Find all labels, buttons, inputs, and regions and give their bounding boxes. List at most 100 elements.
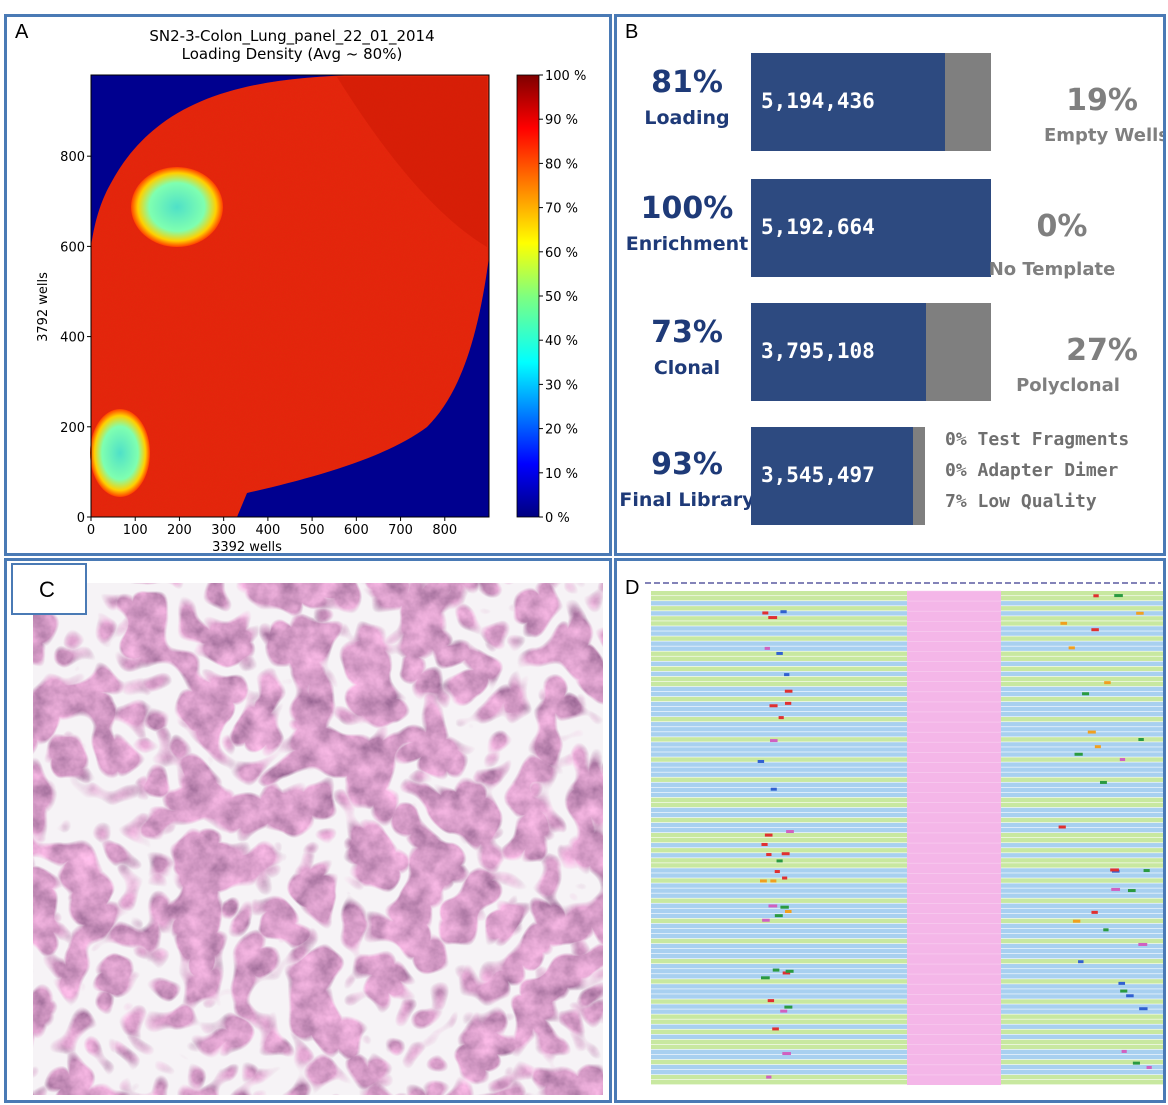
heatmap-title-line2: Loading Density (Avg ~ 80%) bbox=[181, 45, 403, 63]
variant-mark bbox=[776, 651, 783, 655]
panel-a: A SN2-3-Colon_Lung_panel_22_01_2014 Load… bbox=[4, 14, 612, 556]
qc-row: 100% Enrichment 5,192,664 0% No Template bbox=[617, 179, 1163, 280]
variant-mark bbox=[1091, 628, 1099, 632]
variant-mark bbox=[1143, 869, 1150, 873]
qc-label: Clonal bbox=[653, 357, 721, 379]
heatmap-tissue-region bbox=[90, 75, 489, 517]
colorbar-tick-label: 90 % bbox=[545, 113, 578, 128]
panel-label-d: D bbox=[625, 577, 640, 599]
lumen-spaces bbox=[33, 583, 603, 1095]
variant-mark bbox=[762, 611, 769, 615]
panel-label-a: A bbox=[15, 21, 29, 43]
low-density-spot-upper bbox=[131, 167, 223, 247]
panel-d: D bbox=[614, 558, 1166, 1103]
variant-mark bbox=[1127, 889, 1136, 893]
y-axis-label: 3792 wells bbox=[36, 272, 51, 342]
x-tick-label: 100 bbox=[123, 523, 148, 538]
variant-mark bbox=[770, 739, 778, 743]
y-tick-label: 800 bbox=[60, 150, 85, 165]
variant-mark bbox=[785, 701, 792, 705]
variant-mark bbox=[776, 859, 783, 863]
variant-mark bbox=[770, 787, 777, 791]
variant-mark bbox=[764, 646, 770, 650]
colorbar-tick-label: 70 % bbox=[545, 202, 578, 217]
variant-mark bbox=[1058, 825, 1066, 829]
variant-mark bbox=[782, 876, 788, 880]
variant-mark bbox=[781, 852, 790, 856]
variant-mark bbox=[762, 918, 770, 922]
qc-count: 5,194,436 bbox=[761, 89, 875, 113]
colorbar-tick-label: 10 % bbox=[545, 467, 578, 482]
variant-mark bbox=[784, 910, 792, 914]
x-tick-label: 800 bbox=[432, 523, 457, 538]
variant-mark bbox=[786, 830, 794, 834]
y-tick-label: 200 bbox=[60, 421, 85, 436]
variant-mark bbox=[1120, 989, 1128, 993]
variant-mark bbox=[780, 610, 787, 614]
qc-percent: 73% bbox=[651, 315, 723, 350]
qc-row: 73% Clonal 3,795,108 27% Polyclonal bbox=[617, 303, 1163, 401]
qc-note: 0% Adapter Dimer bbox=[945, 460, 1119, 481]
qc-count: 5,192,664 bbox=[761, 215, 875, 239]
variant-mark bbox=[764, 833, 773, 837]
variant-mark bbox=[757, 759, 765, 763]
variant-mark bbox=[774, 870, 780, 874]
variant-mark bbox=[761, 976, 770, 980]
variant-mark bbox=[782, 1052, 791, 1056]
colorbar-tick-label: 40 % bbox=[545, 334, 578, 349]
variant-mark bbox=[1139, 1007, 1148, 1011]
qc-bar-pass bbox=[751, 53, 945, 151]
variant-mark bbox=[782, 971, 791, 975]
variant-mark bbox=[769, 704, 778, 708]
qc-note: 0% Test Fragments bbox=[945, 429, 1130, 450]
variant-mark bbox=[1103, 928, 1109, 932]
variant-mark bbox=[1094, 745, 1101, 749]
variant-mark bbox=[1072, 919, 1081, 923]
qc-row: 93% Final Library 3,545,497 0% Test Fragmen… bbox=[617, 427, 1163, 525]
qc-remainder-percent: 27% bbox=[1066, 333, 1138, 368]
variant-mark bbox=[1060, 621, 1068, 625]
x-tick-label: 200 bbox=[167, 523, 192, 538]
variant-mark bbox=[1138, 942, 1148, 946]
qc-remainder-label: No Template bbox=[988, 259, 1116, 280]
variant-mark bbox=[778, 716, 784, 720]
variant-mark bbox=[767, 999, 775, 1003]
y-tick-label: 400 bbox=[60, 331, 85, 346]
variant-mark bbox=[1104, 681, 1111, 685]
variant-mark bbox=[1068, 646, 1075, 650]
qc-percent: 100% bbox=[640, 191, 734, 226]
qc-label: Final Library bbox=[619, 489, 755, 511]
colorbar-tick-label: 80 % bbox=[545, 157, 578, 172]
qc-remainder-percent: 19% bbox=[1066, 83, 1138, 118]
qc-bar-fail bbox=[913, 427, 925, 525]
low-density-spot-lower bbox=[90, 409, 150, 497]
heatmap-title-line1: SN2-3-Colon_Lung_panel_22_01_2014 bbox=[149, 27, 435, 45]
variant-mark bbox=[760, 879, 767, 883]
variant-mark bbox=[784, 1005, 793, 1009]
variant-mark bbox=[1136, 611, 1144, 615]
qc-label: Loading bbox=[644, 107, 730, 129]
x-tick-label: 500 bbox=[300, 523, 325, 538]
variant-marks bbox=[757, 594, 1152, 1079]
variant-mark bbox=[1087, 730, 1096, 734]
variant-mark bbox=[1074, 752, 1083, 756]
variant-mark bbox=[1119, 758, 1126, 762]
qc-bar-fail bbox=[926, 303, 991, 401]
qc-bar-pass bbox=[751, 427, 913, 525]
variant-mark bbox=[1146, 1065, 1152, 1069]
variant-mark bbox=[1091, 910, 1098, 914]
heatmap-axes: 0 100 200 300 400 500 600 700 800 0 200 400 600 800 bbox=[60, 74, 490, 538]
variant-mark bbox=[1078, 960, 1084, 964]
qc-percent: 93% bbox=[651, 447, 723, 482]
panel-label-b: B bbox=[625, 21, 639, 43]
variant-mark bbox=[1138, 738, 1144, 742]
qc-count: 3,795,108 bbox=[761, 339, 875, 363]
variant-mark bbox=[1114, 594, 1123, 598]
panel-label-box-c: C bbox=[11, 563, 87, 615]
colorbar-tick-label: 0 % bbox=[545, 511, 570, 526]
colorbar bbox=[516, 74, 540, 518]
loading-density-heatmap: 0 100 200 300 400 500 600 700 800 0 200 400 600 800 1… bbox=[36, 69, 586, 553]
qc-row: 81% Loading 5,194,436 19% Empty Wells bbox=[617, 53, 1163, 151]
variant-mark bbox=[784, 673, 790, 677]
variant-mark bbox=[1099, 780, 1107, 784]
